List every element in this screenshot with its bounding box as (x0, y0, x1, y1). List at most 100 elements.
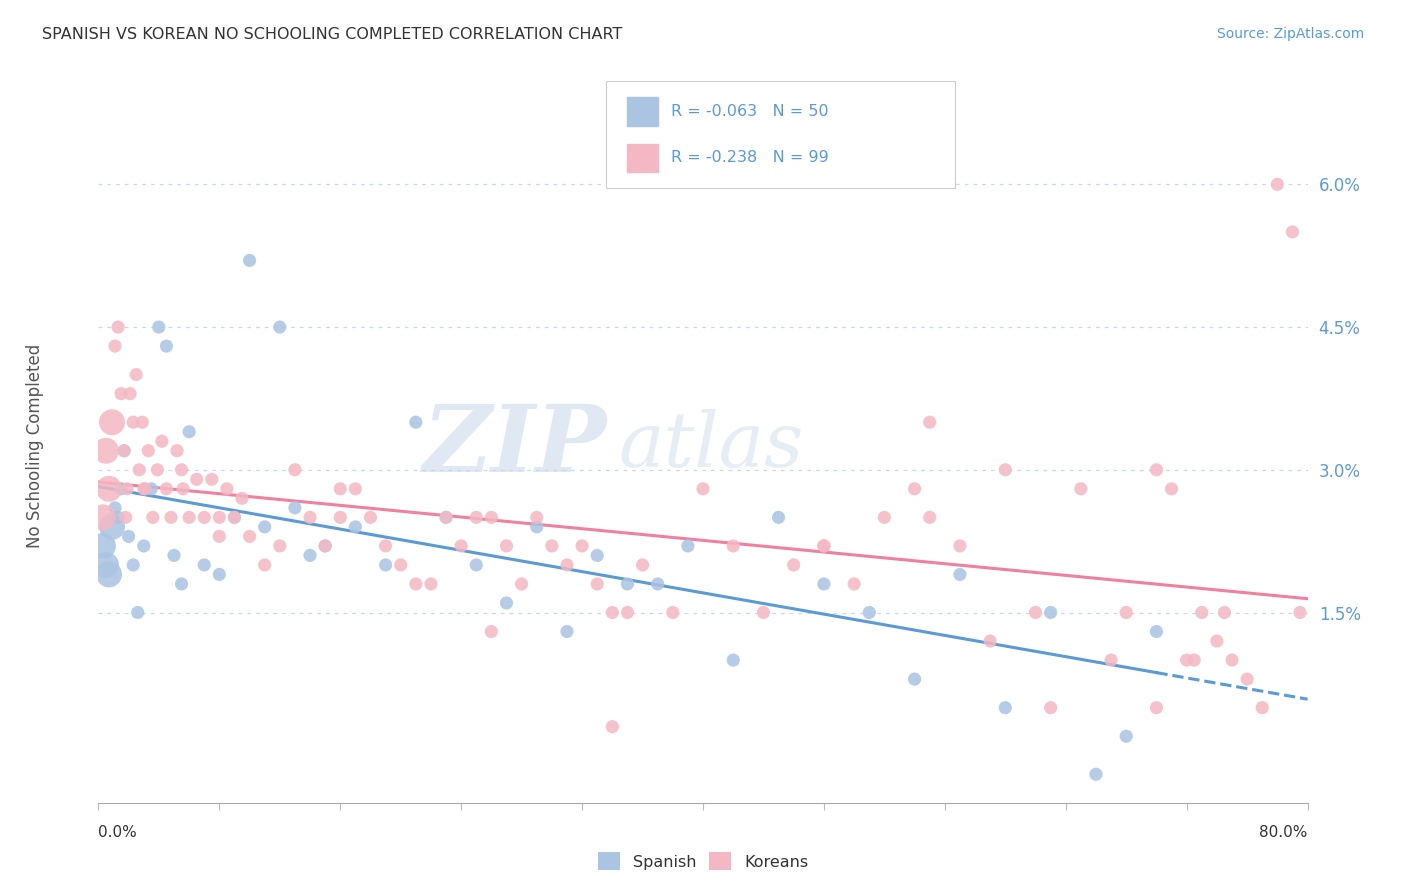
Point (110, 482, 132, 496)
Point (299, 549, 322, 563)
Point (112, 443, 135, 458)
Point (170, 463, 193, 477)
Point (540, 539, 562, 553)
Point (602, 606, 624, 620)
Point (526, 510, 548, 524)
Text: atlas: atlas (619, 409, 804, 483)
Point (208, 510, 231, 524)
Point (253, 520, 276, 534)
Point (1267, 178, 1289, 192)
Point (465, 510, 488, 524)
Point (526, 520, 548, 534)
Point (91, 510, 114, 524)
Point (141, 482, 163, 496)
Text: 80.0%: 80.0% (1260, 825, 1308, 840)
Point (98, 482, 121, 496)
Point (179, 510, 201, 524)
Point (571, 539, 593, 553)
Text: 0.0%: 0.0% (98, 825, 138, 840)
Point (166, 443, 188, 458)
Point (231, 491, 253, 506)
Point (122, 558, 145, 572)
Point (269, 320, 291, 334)
Point (918, 510, 941, 524)
Point (389, 558, 412, 572)
Point (752, 606, 775, 620)
Point (434, 510, 457, 524)
Point (631, 558, 654, 572)
Point (994, 700, 1017, 714)
Point (104, 339, 127, 353)
Point (616, 606, 638, 620)
Point (405, 577, 427, 591)
Point (450, 539, 472, 553)
Point (136, 443, 159, 458)
Point (208, 567, 231, 582)
Legend: Spanish, Koreans: Spanish, Koreans (592, 846, 814, 877)
Point (208, 529, 231, 543)
Text: SPANISH VS KOREAN NO SCHOOLING COMPLETED CORRELATION CHART: SPANISH VS KOREAN NO SCHOOLING COMPLETED… (42, 27, 623, 42)
Point (374, 558, 396, 572)
Point (723, 653, 745, 667)
Point (186, 472, 208, 486)
Point (1085, 767, 1108, 781)
Point (949, 539, 972, 553)
Point (1115, 606, 1137, 620)
Point (114, 510, 136, 524)
Point (616, 577, 638, 591)
Point (374, 539, 396, 553)
Point (104, 500, 127, 515)
Point (299, 510, 322, 524)
Text: ZIP: ZIP (422, 401, 606, 491)
Text: R = -0.063   N = 50: R = -0.063 N = 50 (671, 104, 828, 119)
Point (224, 510, 246, 524)
Point (1220, 653, 1243, 667)
Point (148, 320, 170, 334)
Point (201, 472, 224, 486)
Point (510, 577, 533, 591)
Point (586, 577, 609, 591)
Point (1160, 482, 1182, 496)
Point (215, 482, 238, 496)
Point (155, 339, 177, 353)
Point (465, 558, 488, 572)
Point (1289, 606, 1312, 620)
Point (101, 415, 124, 429)
Point (253, 558, 276, 572)
Point (1236, 672, 1258, 686)
Point (586, 549, 609, 563)
Point (110, 386, 132, 401)
Point (979, 634, 1001, 648)
Point (813, 539, 835, 553)
Point (555, 558, 578, 572)
Point (1191, 606, 1213, 620)
Point (193, 510, 215, 524)
Point (170, 577, 193, 591)
Point (1115, 729, 1137, 743)
Point (239, 529, 262, 543)
Point (150, 434, 173, 449)
Point (120, 386, 142, 401)
Point (676, 539, 699, 553)
Point (122, 415, 145, 429)
Point (163, 549, 186, 563)
Point (142, 510, 165, 524)
Point (1251, 700, 1274, 714)
Point (949, 567, 972, 582)
Point (1144, 624, 1167, 639)
Point (768, 510, 790, 524)
Point (481, 510, 503, 524)
Point (118, 529, 141, 543)
Point (284, 500, 307, 515)
Point (125, 368, 148, 382)
Point (329, 510, 352, 524)
Point (844, 577, 866, 591)
Point (813, 539, 835, 553)
Point (1024, 606, 1046, 620)
Point (1175, 653, 1198, 667)
Point (813, 577, 835, 591)
Point (994, 463, 1017, 477)
Point (132, 482, 155, 496)
Text: No Schooling Completed: No Schooling Completed (27, 344, 44, 548)
Point (1144, 700, 1167, 714)
